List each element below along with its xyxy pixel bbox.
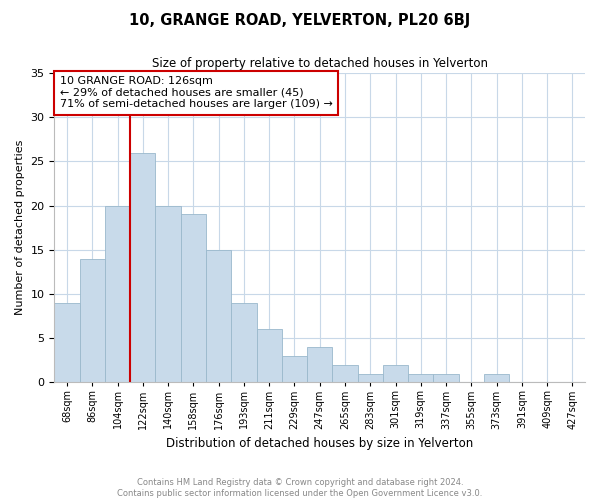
Bar xyxy=(155,206,181,382)
Bar xyxy=(130,152,155,382)
Title: Size of property relative to detached houses in Yelverton: Size of property relative to detached ho… xyxy=(152,58,488,70)
Bar xyxy=(80,258,105,382)
Bar xyxy=(282,356,307,382)
Bar xyxy=(307,347,332,382)
Bar xyxy=(206,250,231,382)
Bar xyxy=(383,364,408,382)
Y-axis label: Number of detached properties: Number of detached properties xyxy=(15,140,25,316)
Text: 10, GRANGE ROAD, YELVERTON, PL20 6BJ: 10, GRANGE ROAD, YELVERTON, PL20 6BJ xyxy=(130,12,470,28)
Bar xyxy=(231,303,257,382)
Bar xyxy=(332,364,358,382)
Bar xyxy=(257,330,282,382)
Bar xyxy=(181,214,206,382)
Text: 10 GRANGE ROAD: 126sqm
← 29% of detached houses are smaller (45)
71% of semi-det: 10 GRANGE ROAD: 126sqm ← 29% of detached… xyxy=(60,76,332,110)
Bar xyxy=(408,374,433,382)
Bar xyxy=(105,206,130,382)
Bar xyxy=(484,374,509,382)
X-axis label: Distribution of detached houses by size in Yelverton: Distribution of detached houses by size … xyxy=(166,437,473,450)
Bar xyxy=(55,303,80,382)
Text: Contains HM Land Registry data © Crown copyright and database right 2024.
Contai: Contains HM Land Registry data © Crown c… xyxy=(118,478,482,498)
Bar xyxy=(433,374,458,382)
Bar xyxy=(358,374,383,382)
